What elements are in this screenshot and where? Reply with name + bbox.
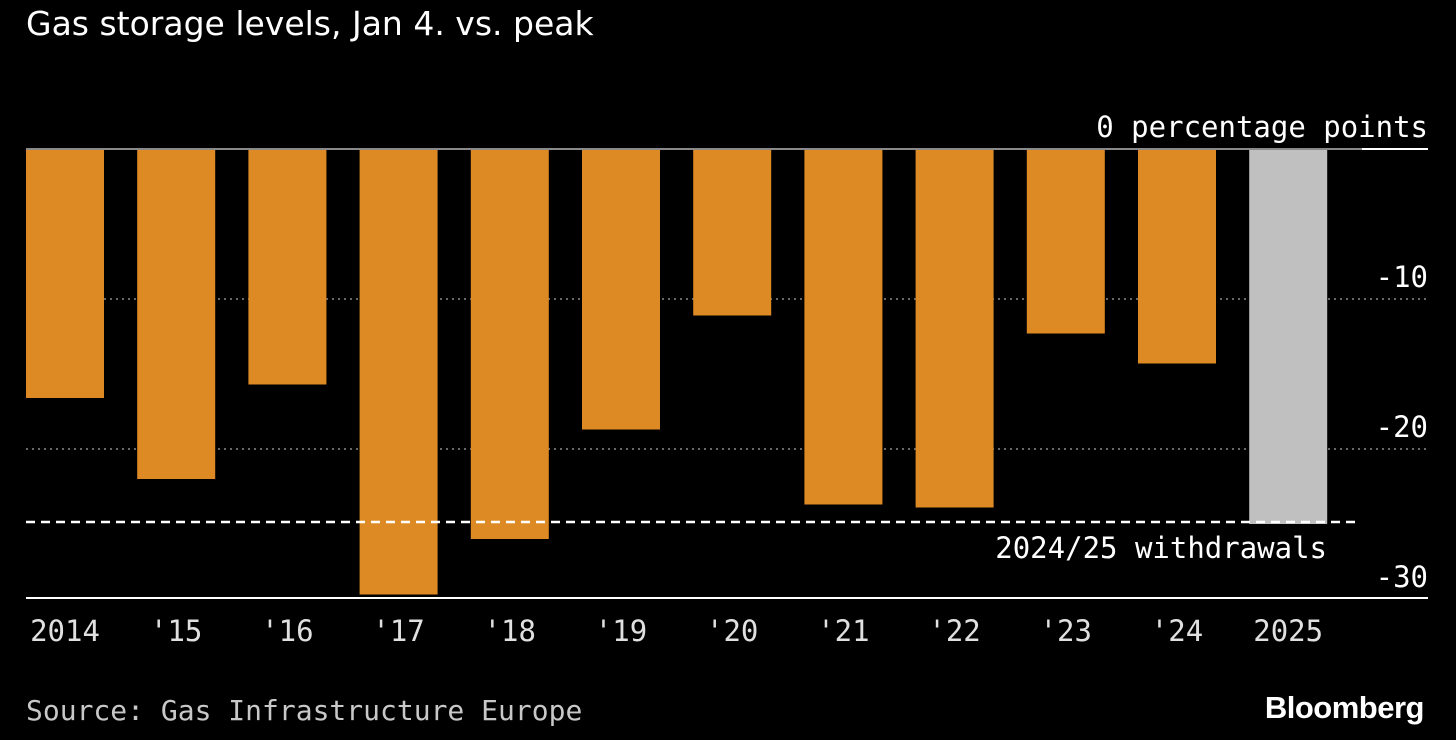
bar-'15: [137, 149, 216, 479]
x-tick-label: '19: [595, 614, 647, 648]
bar-'23: [1026, 149, 1105, 334]
y-tick-label: -20: [1376, 410, 1428, 444]
bloomberg-logo: Bloomberg: [1264, 690, 1425, 725]
x-tick-label: '15: [150, 614, 202, 648]
bar-'19: [582, 149, 660, 430]
bar-'16: [248, 149, 327, 385]
x-tick-label: '18: [484, 614, 536, 648]
bar-'20: [693, 149, 772, 316]
bar-'17: [359, 149, 438, 595]
chart-title: Gas storage levels, Jan 4. vs. peak: [26, 4, 594, 43]
source-note: Source: Gas Infrastructure Europe: [26, 694, 583, 727]
x-tick-label: '21: [817, 614, 869, 648]
x-tick-label: 2025: [1253, 614, 1323, 648]
x-tick-label: '22: [928, 614, 980, 648]
y-tick-label: -10: [1376, 260, 1428, 294]
x-tick-label: 2014: [30, 614, 100, 648]
axes: [26, 148, 1428, 599]
reference-line-group: 2024/25 withdrawals: [26, 520, 1360, 565]
gridlines: [26, 298, 1428, 450]
x-tick-labels: 2014 '15 '16 '17 '18 '19 '20 '21 '22 '23 '24 2025: [30, 614, 1323, 648]
y-tick-label: -30: [1376, 560, 1428, 594]
bar-2014: [26, 149, 104, 398]
bar-'18: [470, 149, 549, 539]
y-tick-label: 0 percentage points: [1096, 110, 1428, 144]
reference-line-label: 2024/25 withdrawals: [995, 531, 1327, 565]
x-tick-label: '16: [261, 614, 313, 648]
x-tick-label: '24: [1151, 614, 1203, 648]
x-tick-label: '20: [706, 614, 758, 648]
bar-'24: [1138, 149, 1216, 364]
bars: [26, 149, 1328, 595]
x-tick-label: '23: [1040, 614, 1092, 648]
bar-'21: [804, 149, 883, 505]
bar-chart: 2024/25 withdrawals 2014 '15 '16 '17 '18 '19 '…: [26, 110, 1428, 648]
y-tick-labels: 0 percentage points -10 -20 -30: [1096, 110, 1428, 594]
bar-'22: [915, 149, 994, 508]
x-tick-label: '17: [372, 614, 424, 648]
bar-2025: [1249, 149, 1328, 524]
